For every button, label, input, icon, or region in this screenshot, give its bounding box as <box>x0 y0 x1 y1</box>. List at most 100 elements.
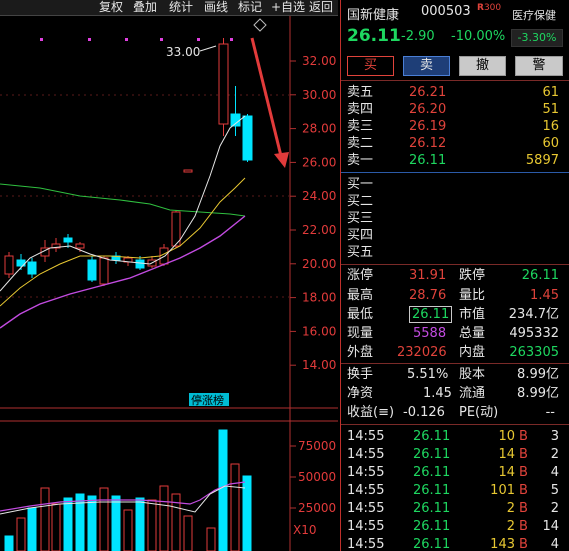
bid-row-5: 买五 <box>347 245 374 260</box>
tick-time: 14:55 <box>347 501 385 516</box>
volume-bar <box>51 503 61 551</box>
signal-dot <box>40 38 43 41</box>
last-price: 26.11 <box>347 26 401 46</box>
diamond-marker[interactable] <box>253 18 267 32</box>
candle <box>183 169 193 173</box>
volume-bar <box>218 429 228 551</box>
volume-bar <box>4 535 14 551</box>
tick-side: B <box>519 537 528 551</box>
tick-vol: 2 <box>506 501 515 516</box>
tick-vol: 143 <box>490 537 515 551</box>
ma60-line <box>0 183 246 217</box>
tick-time: 14:55 <box>347 519 385 534</box>
sector-name[interactable]: 医疗保健 <box>512 9 556 22</box>
divider <box>341 363 569 364</box>
stock-code: 000503 <box>421 4 471 19</box>
signal-dot <box>125 38 128 41</box>
volume-bar <box>40 487 50 551</box>
candle <box>63 237 73 243</box>
tick-row: 14:55 26.11 2 B 14 <box>341 518 569 535</box>
candle <box>242 115 253 161</box>
peak-leader <box>199 45 217 52</box>
price-tick-label: 16.00 <box>302 324 336 338</box>
back-button[interactable]: 返回 <box>309 0 334 14</box>
stats-row-limit: 涨停 31.91 跌停 26.11 <box>347 268 559 283</box>
tick-side: B <box>519 465 528 480</box>
price-tick-label: 32.00 <box>302 54 336 68</box>
tick-n: 4 <box>550 537 559 551</box>
volume-bar <box>123 509 133 551</box>
tick-n: 2 <box>550 501 559 516</box>
limit-tag[interactable]: 停涨榜 <box>191 393 224 407</box>
candle <box>99 257 109 285</box>
tick-row: 14:55 26.11 143 B 4 <box>341 536 569 551</box>
volume-bar <box>99 487 109 551</box>
volume-bar <box>230 463 240 551</box>
tick-price: 26.11 <box>413 465 451 480</box>
tick-vol: 10 <box>498 429 515 444</box>
cancel-order-button[interactable]: 撤 <box>459 56 506 76</box>
tick-side: B <box>519 429 528 444</box>
volume-axis-labels: 75000 50000 25000 <box>290 439 336 515</box>
volume-bar <box>171 493 181 551</box>
tick-n: 5 <box>550 483 559 498</box>
tick-time: 14:55 <box>347 483 385 498</box>
ma20-line <box>0 215 246 329</box>
draw-button[interactable]: 画线 <box>204 0 229 14</box>
tick-vol: 101 <box>490 483 515 498</box>
price-tick-label: 24.00 <box>302 189 336 203</box>
tick-time: 14:55 <box>347 429 385 444</box>
ask-row-2: 卖二 26.12 60 <box>347 136 559 151</box>
volume-bar <box>75 493 85 551</box>
volume-tick-label: 75000 <box>298 439 336 453</box>
kline-chart[interactable]: 32.00 30.00 28.00 26.00 24.00 22.00 20.00 18.00… <box>0 16 338 551</box>
stock-badge: R300 <box>477 3 502 13</box>
tick-n: 2 <box>550 447 559 462</box>
tick-row: 14:55 26.11 2 B 2 <box>341 500 569 517</box>
volume-bar <box>206 527 216 551</box>
vol-ma-line-2 <box>0 485 246 515</box>
bid-row-3: 买三 <box>347 211 374 226</box>
tick-n: 4 <box>550 465 559 480</box>
mark-button[interactable]: 标记 <box>238 0 263 14</box>
sector-change-pct[interactable]: -3.30% <box>511 29 563 47</box>
candle <box>135 259 145 269</box>
volume-bar <box>135 497 145 551</box>
alert-button[interactable]: 警 <box>515 56 563 76</box>
volume-bar <box>16 517 26 551</box>
quote-panel: 国新健康 000503 R300 医疗保健 26.11 -2.90 -10.00… <box>340 0 569 551</box>
sell-button[interactable]: 卖 <box>403 56 450 76</box>
bid-ask-divider <box>341 172 569 173</box>
tick-price: 26.11 <box>413 429 451 444</box>
vol-unit-bg <box>291 523 317 537</box>
dotted-guides <box>0 94 290 298</box>
tick-vol: 14 <box>498 447 515 462</box>
adjust-button[interactable]: 复权 <box>99 0 124 14</box>
signal-dot <box>88 38 91 41</box>
price-tick-label: 14.00 <box>302 358 336 372</box>
tick-time: 14:55 <box>347 447 385 462</box>
add-watchlist-button[interactable]: +自选 <box>271 0 306 14</box>
stats-row-low: 最低 26.11 市值 234.7亿 <box>347 306 559 323</box>
tick-price: 26.11 <box>413 483 451 498</box>
stats-row-turnover: 换手 5.51% 股本 8.99亿 <box>347 367 559 382</box>
tick-row: 14:55 26.11 10 B 3 <box>341 428 569 445</box>
candle <box>75 243 85 249</box>
tick-side: B <box>519 519 528 534</box>
stats-button[interactable]: 统计 <box>169 0 194 14</box>
signal-dot <box>197 38 200 41</box>
price-axis-labels: 32.00 30.00 28.00 26.00 24.00 22.00 20.00 18.00… <box>290 54 336 372</box>
candle <box>171 211 181 247</box>
signal-dots <box>40 38 233 41</box>
chart-toolbar: 复权 叠加 统计 画线 标记 +自选 返回 <box>0 0 338 16</box>
signal-dot <box>160 38 163 41</box>
volume-bar <box>27 507 37 551</box>
ask-row-4: 卖四 26.20 51 <box>347 102 559 117</box>
price-change: -2.90 <box>401 29 435 44</box>
price-tick-label: 26.00 <box>302 155 336 169</box>
tick-side: B <box>519 501 528 516</box>
volume-bars <box>4 429 252 551</box>
overlay-button[interactable]: 叠加 <box>133 0 158 14</box>
buy-button[interactable]: 买 <box>347 56 394 76</box>
volume-unit: X10 <box>293 523 317 537</box>
